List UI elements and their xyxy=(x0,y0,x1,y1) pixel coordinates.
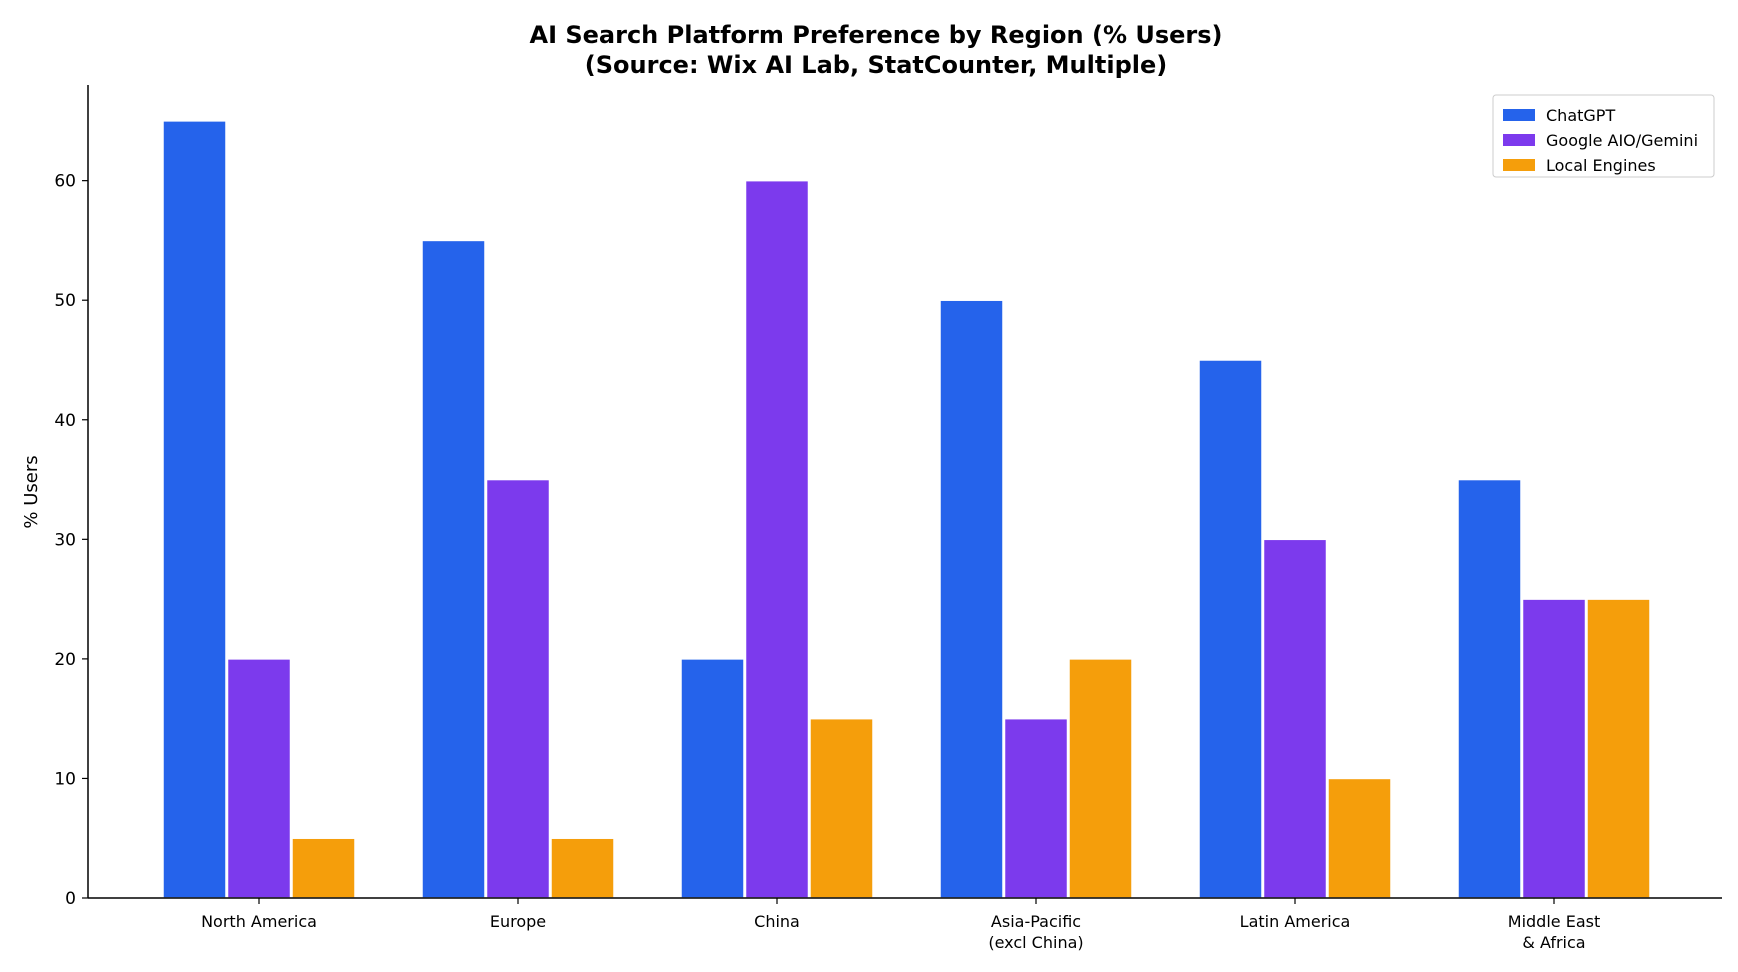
x-tick-label: & Africa xyxy=(1522,933,1585,952)
legend-swatch-local-engines xyxy=(1503,159,1535,171)
bars-group xyxy=(162,120,1651,899)
x-tick-label: China xyxy=(754,912,800,931)
y-tick-label: 20 xyxy=(54,650,76,670)
y-tick-label: 60 xyxy=(54,172,76,192)
chart-title-line2: (Source: Wix AI Lab, StatCounter, Multip… xyxy=(585,51,1167,79)
bar-chatgpt-5 xyxy=(1457,478,1522,899)
bar-google-aio-gemini-2 xyxy=(744,179,810,899)
legend-label: ChatGPT xyxy=(1546,106,1615,125)
x-tick-label: Europe xyxy=(490,912,546,931)
legend-label: Local Engines xyxy=(1546,156,1656,175)
bar-local-engines-0 xyxy=(291,837,356,899)
bar-google-aio-gemini-4 xyxy=(1262,538,1328,899)
y-tick-label: 10 xyxy=(54,769,76,789)
bar-local-engines-1 xyxy=(550,837,615,899)
bar-chatgpt-3 xyxy=(939,299,1004,899)
x-tick-label: North America xyxy=(201,912,317,931)
bar-chatgpt-0 xyxy=(162,120,227,899)
bar-chatgpt-4 xyxy=(1198,359,1263,899)
legend: ChatGPT Google AIO/Gemini Local Engines xyxy=(1492,94,1715,178)
y-tick-label: 30 xyxy=(54,530,76,550)
axes-group: 0 10 20 30 40 50 60 North America Europe China Asi… xyxy=(54,85,1722,952)
bar-google-aio-gemini-5 xyxy=(1521,598,1587,899)
y-tick-label: 50 xyxy=(54,291,76,311)
x-tick-label: Middle East xyxy=(1508,912,1600,931)
bar-google-aio-gemini-1 xyxy=(485,478,551,899)
bar-chatgpt-1 xyxy=(421,239,486,899)
chart-title-line1: AI Search Platform Preference by Region … xyxy=(530,21,1223,49)
y-tick-label: 0 xyxy=(65,889,76,909)
x-tick-label: (excl China) xyxy=(988,933,1083,952)
legend-box xyxy=(1492,94,1715,178)
bar-local-engines-4 xyxy=(1327,777,1392,899)
x-tick-label: Latin America xyxy=(1240,912,1351,931)
legend-swatch-google-aio-gemini xyxy=(1503,134,1535,146)
bar-local-engines-2 xyxy=(809,717,874,899)
bar-chatgpt-2 xyxy=(680,658,745,899)
y-tick-label: 40 xyxy=(54,411,76,431)
bar-google-aio-gemini-0 xyxy=(226,658,292,899)
bar-local-engines-5 xyxy=(1586,598,1651,899)
legend-label: Google AIO/Gemini xyxy=(1546,131,1698,150)
legend-swatch-chatgpt xyxy=(1503,109,1535,121)
y-axis-label: % Users xyxy=(21,455,42,528)
bar-local-engines-3 xyxy=(1068,658,1133,899)
x-tick-label: Asia-Pacific xyxy=(991,912,1081,931)
bar-google-aio-gemini-3 xyxy=(1003,717,1069,899)
